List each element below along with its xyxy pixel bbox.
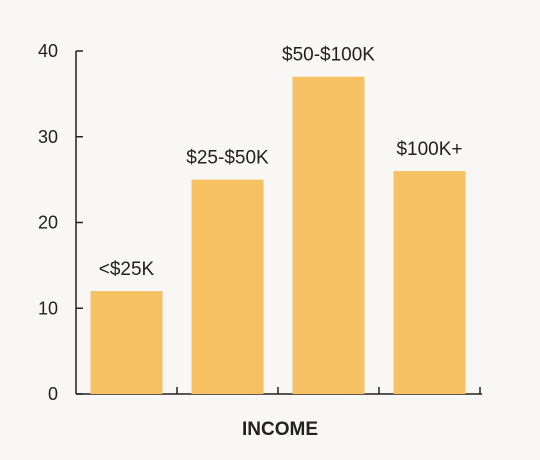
bar-labels: <$25K $25-$50K $50-$100K $100K+	[99, 45, 463, 280]
bar-label: $50-$100K	[282, 45, 375, 66]
y-tick-label: 40	[38, 41, 58, 61]
y-tick-label: 0	[48, 384, 58, 404]
bar-label: $25-$50K	[186, 148, 269, 169]
y-tick-label: 30	[38, 127, 58, 147]
bars	[90, 76, 466, 394]
y-tick-label: 10	[38, 298, 58, 318]
bar-label: $100K+	[396, 139, 462, 160]
bar	[292, 76, 365, 394]
x-axis-title: INCOME	[242, 419, 318, 440]
bar	[393, 171, 466, 394]
bar-label: <$25K	[99, 259, 155, 280]
bar	[90, 291, 163, 394]
bar	[191, 179, 264, 394]
y-axis: 0 10 20 30 40	[38, 41, 83, 404]
y-tick-label: 20	[38, 213, 58, 233]
